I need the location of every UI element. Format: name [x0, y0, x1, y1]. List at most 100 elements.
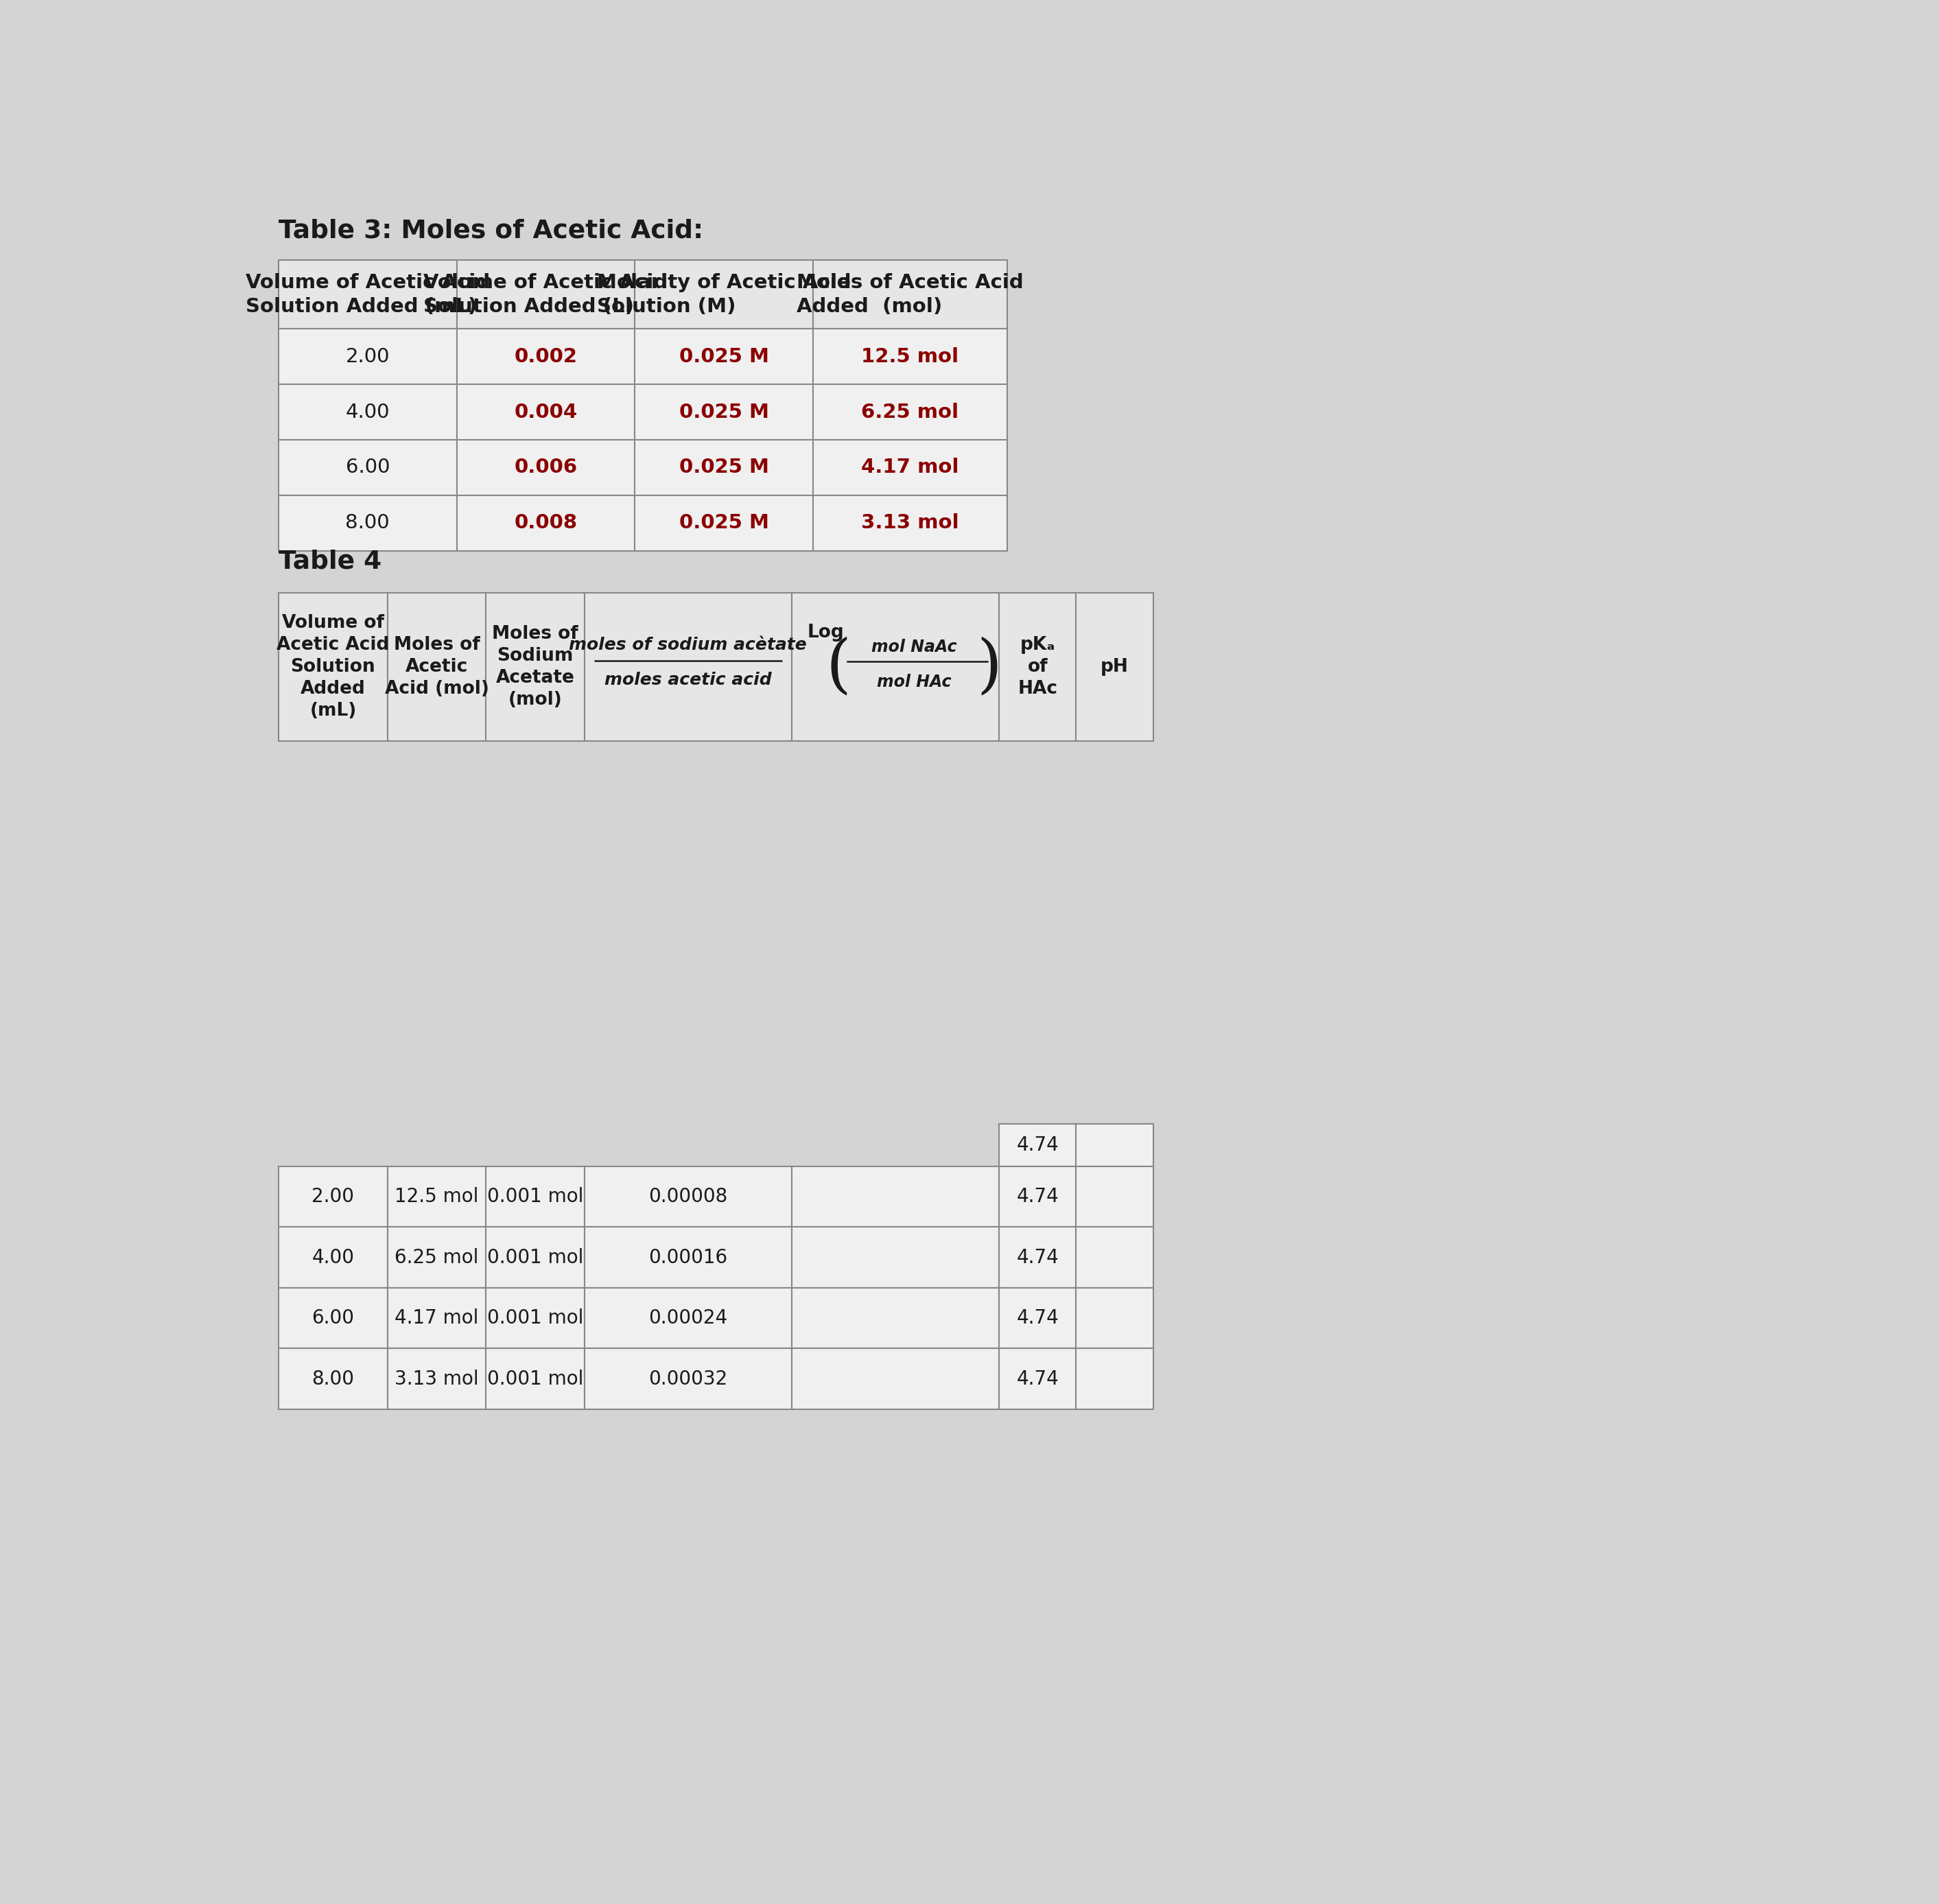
Bar: [584, 592, 791, 741]
Bar: [388, 592, 487, 741]
Text: Volume of
Acetic Acid
Solution
Added
(mL): Volume of Acetic Acid Solution Added (mL…: [277, 615, 390, 720]
Text: 8.00: 8.00: [312, 1369, 355, 1388]
Bar: [791, 1348, 999, 1409]
Bar: [999, 1348, 1076, 1409]
Bar: [812, 495, 1006, 550]
Text: mol HAc: mol HAc: [876, 674, 952, 689]
Bar: [458, 440, 634, 495]
Bar: [584, 1287, 791, 1348]
Text: 4.74: 4.74: [1016, 1308, 1059, 1327]
Text: 12.5 mol: 12.5 mol: [396, 1186, 479, 1207]
Bar: [487, 1348, 584, 1409]
Bar: [487, 1226, 584, 1287]
Text: 0.006: 0.006: [514, 459, 578, 478]
Bar: [279, 329, 458, 385]
Bar: [458, 495, 634, 550]
Text: 0.025 M: 0.025 M: [679, 347, 770, 366]
Bar: [791, 592, 999, 741]
Text: ): ): [977, 636, 1002, 699]
Bar: [1076, 1287, 1154, 1348]
Bar: [812, 261, 1006, 329]
Text: 3.13 mol: 3.13 mol: [396, 1369, 479, 1388]
Text: Volume of Acetic Acid
Solution Added (L): Volume of Acetic Acid Solution Added (L): [423, 272, 667, 316]
Bar: [791, 1287, 999, 1348]
Text: 0.001 mol: 0.001 mol: [487, 1308, 584, 1327]
Text: 4.74: 4.74: [1016, 1186, 1059, 1207]
Bar: [584, 1167, 791, 1226]
Bar: [279, 1167, 388, 1226]
Bar: [812, 440, 1006, 495]
Text: 2.00: 2.00: [345, 347, 390, 366]
Text: 4.00: 4.00: [345, 402, 390, 421]
Text: 4.74: 4.74: [1016, 1135, 1059, 1154]
Text: 0.00008: 0.00008: [648, 1186, 727, 1207]
Text: (: (: [826, 636, 851, 699]
Bar: [388, 1348, 487, 1409]
Bar: [388, 1226, 487, 1287]
Bar: [487, 1287, 584, 1348]
Text: 0.00016: 0.00016: [648, 1247, 727, 1266]
Bar: [1076, 1123, 1154, 1167]
Text: Molarity of Acetic Acid
Solution (M): Molarity of Acetic Acid Solution (M): [597, 272, 851, 316]
Text: 4.17 mol: 4.17 mol: [396, 1308, 479, 1327]
Text: 0.004: 0.004: [514, 402, 578, 421]
Bar: [1076, 1167, 1154, 1226]
Bar: [1076, 592, 1154, 741]
Bar: [279, 1348, 388, 1409]
Bar: [279, 1287, 388, 1348]
Bar: [999, 1287, 1076, 1348]
Text: 4.74: 4.74: [1016, 1369, 1059, 1388]
Text: 0.00024: 0.00024: [648, 1308, 727, 1327]
Bar: [388, 1167, 487, 1226]
Text: mol NaAc: mol NaAc: [871, 638, 956, 655]
Text: 0.025 M: 0.025 M: [679, 514, 770, 533]
Text: 6.00: 6.00: [345, 459, 390, 478]
Text: 0.025 M: 0.025 M: [679, 402, 770, 421]
Bar: [634, 440, 812, 495]
Text: Table 3: Moles of Acetic Acid:: Table 3: Moles of Acetic Acid:: [279, 219, 704, 244]
Text: 0.002: 0.002: [514, 347, 578, 366]
Bar: [279, 261, 458, 329]
Bar: [999, 592, 1076, 741]
Bar: [999, 1167, 1076, 1226]
Bar: [1076, 1348, 1154, 1409]
Text: 0.001 mol: 0.001 mol: [487, 1186, 584, 1207]
Text: Moles of Acetic Acid
Added  (mol): Moles of Acetic Acid Added (mol): [797, 272, 1024, 316]
Bar: [634, 261, 812, 329]
Bar: [634, 385, 812, 440]
Bar: [634, 329, 812, 385]
Text: 0.025 M: 0.025 M: [679, 459, 770, 478]
Bar: [458, 261, 634, 329]
Bar: [279, 1226, 388, 1287]
Bar: [279, 495, 458, 550]
Text: 6.25 mol: 6.25 mol: [861, 402, 958, 421]
Text: 3.13 mol: 3.13 mol: [861, 514, 960, 533]
Bar: [487, 592, 584, 741]
Text: Moles of
Sodium
Acetate
(mol): Moles of Sodium Acetate (mol): [493, 625, 578, 708]
Bar: [487, 1167, 584, 1226]
Text: 6.00: 6.00: [312, 1308, 355, 1327]
Text: 0.00032: 0.00032: [648, 1369, 727, 1388]
Bar: [1076, 1226, 1154, 1287]
Text: 0.001 mol: 0.001 mol: [487, 1247, 584, 1266]
Text: 0.001 mol: 0.001 mol: [487, 1369, 584, 1388]
Text: pKₐ
of
HAc: pKₐ of HAc: [1018, 636, 1057, 699]
Bar: [458, 329, 634, 385]
Bar: [634, 495, 812, 550]
Bar: [388, 1287, 487, 1348]
Text: Moles of
Acetic
Acid (mol): Moles of Acetic Acid (mol): [384, 636, 489, 699]
Text: Log: Log: [809, 625, 845, 642]
Bar: [791, 1226, 999, 1287]
Bar: [999, 1123, 1076, 1167]
Bar: [279, 385, 458, 440]
Text: moles of sodium acètate: moles of sodium acètate: [568, 636, 807, 653]
Bar: [999, 1226, 1076, 1287]
Text: 4.74: 4.74: [1016, 1247, 1059, 1266]
Text: moles acetic acid: moles acetic acid: [605, 672, 772, 689]
Bar: [812, 329, 1006, 385]
Text: 2.00: 2.00: [312, 1186, 355, 1207]
Bar: [584, 1348, 791, 1409]
Text: Table 4: Table 4: [279, 548, 382, 573]
Bar: [458, 385, 634, 440]
Bar: [791, 1167, 999, 1226]
